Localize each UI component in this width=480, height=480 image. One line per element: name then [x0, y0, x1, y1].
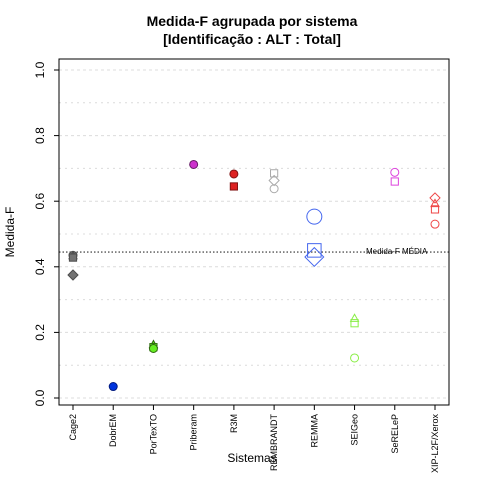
y-tick-label: 0.8	[33, 127, 47, 144]
x-tick-label: XIP-L2F/Xerox	[430, 414, 440, 474]
data-point-circle	[350, 353, 360, 363]
data-point-circle	[269, 184, 279, 194]
x-tick-label: REMMA	[309, 414, 319, 448]
data-point-circle	[189, 159, 199, 169]
data-point-circle	[430, 219, 440, 229]
data-point-square	[350, 319, 359, 328]
data-point-square	[68, 253, 78, 262]
x-axis-label: Sistemas	[227, 451, 276, 465]
y-axis-label: Medida-F	[3, 207, 17, 258]
data-point-diamond	[304, 246, 325, 268]
y-tick-label: 0.2	[33, 324, 47, 341]
reference-line: Medida-F MÉDIA	[59, 247, 449, 256]
x-tick-label: R3M	[229, 414, 239, 433]
x-tick-label: Cage2	[68, 414, 78, 441]
x-tick-label: Priberam	[189, 414, 199, 451]
x-tick-label: PorTexTO	[148, 414, 158, 454]
x-tick-label: SEIGeo	[350, 414, 360, 446]
data-points	[67, 159, 441, 392]
data-point-square	[270, 169, 279, 178]
data-point-diamond	[429, 192, 441, 204]
data-point-circle	[108, 382, 118, 392]
data-point-circle	[148, 343, 158, 353]
data-point-triangle	[430, 198, 440, 208]
plot-frame	[58, 58, 450, 406]
data-point-circle	[229, 169, 239, 179]
data-point-square	[430, 205, 440, 214]
y-tick-label: 0.0	[33, 389, 47, 406]
grid	[59, 69, 449, 399]
data-point-circle	[306, 208, 323, 225]
y-tick-label: 0.4	[33, 258, 47, 275]
chart-title: Medida-F agrupada por sistema	[147, 13, 358, 29]
x-tick-label: DobrEM	[108, 414, 118, 447]
y-tick-label: 0.6	[33, 193, 47, 210]
chart-subtitle: [Identificação : ALT : Total]	[163, 31, 341, 47]
x-axis: Cage2 DobrEM PorTexTO Priberam R3M REMBRANDT R…	[68, 405, 440, 473]
data-point-diamond	[268, 174, 280, 187]
y-tick-label: 1.0	[33, 61, 47, 78]
x-tick-label: REMBRANDT	[269, 414, 279, 472]
x-tick-label: SeRELeP	[390, 414, 400, 454]
data-point-square	[390, 177, 399, 186]
data-point-square	[307, 243, 322, 258]
data-point-circle	[390, 167, 400, 177]
data-point-triangle	[349, 313, 360, 322]
y-axis: 0.0 0.2 0.4 0.6 0.8 1.0	[33, 61, 59, 406]
data-point-square	[229, 182, 238, 191]
reference-line-label: Medida-F MÉDIA	[366, 247, 428, 256]
data-point-diamond	[67, 269, 79, 281]
